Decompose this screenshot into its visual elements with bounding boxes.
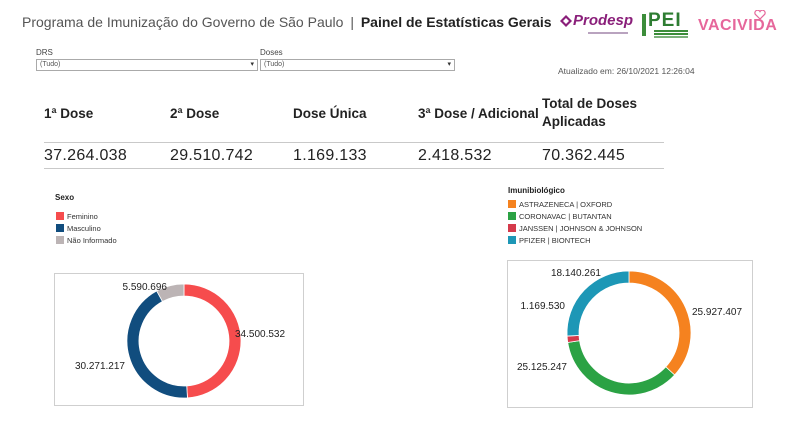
donut-slice-masculino[interactable]	[126, 290, 188, 399]
sex-legend-title: Sexo	[55, 193, 75, 202]
legend-label-astrazeneca: ASTRAZENECA | OXFORD	[519, 199, 613, 209]
legend-label-janssen: JANSSEN | JOHNSON & JOHNSON	[519, 223, 643, 233]
vaccine-legend-title: Imunibiológico	[508, 186, 565, 195]
donut-slice-pfizer[interactable]	[566, 270, 630, 337]
kpi-value-first-dose: 37.264.038	[44, 147, 128, 164]
legend-item-feminino[interactable]: Feminino	[56, 210, 117, 222]
page-title-bold: Painel de Estatísticas Gerais	[360, 14, 552, 30]
legend-item-nao-informado[interactable]: Não Informado	[56, 234, 117, 246]
sex-donut-svg: 34.500.532 30.271.217 5.590.696	[75, 282, 285, 399]
slice-label-masculino: 30.271.217	[75, 361, 125, 372]
page-title-regular: Programa de Imunização do Governo de São…	[22, 14, 344, 30]
prodesp-tagline	[588, 32, 628, 34]
title-separator: |	[350, 14, 354, 30]
donut-slice-feminino[interactable]	[183, 283, 242, 399]
prodesp-mark-icon	[560, 15, 572, 27]
donut-slice-astrazeneca[interactable]	[628, 270, 692, 376]
slice-label-astrazeneca: 25.927.407	[692, 307, 742, 318]
slice-label-coronavac: 25.125.247	[517, 362, 567, 373]
pei-logo: PEI	[642, 10, 690, 38]
legend-label-nao-informado: Não Informado	[67, 235, 117, 245]
legend-label-pfizer: PFIZER | BIONTECH	[519, 235, 591, 245]
vaccine-donut-chart: 25.927.407 25.125.247 1.169.530 18.140.261	[507, 260, 753, 408]
doses-select-value: (Tudo)	[264, 61, 285, 68]
page-title: Programa de Imunização do Governo de São…	[22, 14, 552, 30]
slice-label-feminino: 34.500.532	[235, 329, 285, 340]
legend-swatch-pfizer	[508, 236, 516, 244]
doses-filter: Doses (Tudo) ▾	[260, 48, 455, 71]
kpi-value-row: 37.264.038 29.510.742 1.169.133 2.418.53…	[44, 143, 664, 169]
pei-subtitle	[654, 30, 688, 32]
kpi-header-second-dose: 2ª Dose	[170, 106, 220, 121]
chevron-down-icon: ▾	[250, 61, 254, 68]
chevron-down-icon: ▾	[447, 61, 451, 68]
sex-legend: Feminino Masculino Não Informado	[56, 210, 117, 246]
doses-filter-label: Doses	[260, 48, 283, 57]
slice-label-nao-informado: 5.590.696	[123, 282, 168, 293]
kpi-value-single-dose: 1.169.133	[293, 147, 367, 164]
pei-wordmark: PEI	[648, 10, 682, 31]
kpi-value-third-dose: 2.418.532	[418, 147, 492, 164]
vacivida-logo: VACIVIDA	[698, 10, 778, 36]
legend-swatch-nao-informado	[56, 236, 64, 244]
sex-donut-chart: 34.500.532 30.271.217 5.590.696	[54, 273, 304, 406]
legend-label-masculino: Masculino	[67, 223, 101, 233]
vacivida-wordmark: VACIVIDA	[698, 17, 778, 34]
legend-label-feminino: Feminino	[67, 211, 98, 221]
prodesp-wordmark: Prodesp	[573, 12, 634, 29]
drs-select[interactable]: (Tudo) ▾	[36, 59, 258, 71]
legend-swatch-masculino	[56, 224, 64, 232]
kpi-header-third-dose: 3ª Dose / Adicional	[418, 106, 539, 121]
kpi-value-total: 70.362.445	[542, 147, 626, 164]
heart-icon	[754, 10, 766, 20]
legend-item-janssen[interactable]: JANSSEN | JOHNSON & JOHNSON	[508, 222, 642, 234]
slice-label-pfizer: 18.140.261	[551, 268, 601, 279]
donut-slice-nao-informado[interactable]	[156, 283, 185, 303]
donut-slice-coronavac[interactable]	[567, 340, 676, 396]
doses-select[interactable]: (Tudo) ▾	[260, 59, 455, 71]
pei-bar	[642, 14, 646, 36]
kpi-header-total: Total de Doses Aplicadas	[542, 96, 638, 129]
legend-item-pfizer[interactable]: PFIZER | BIONTECH	[508, 234, 642, 246]
kpi-header-first-dose: 1ª Dose	[44, 106, 94, 121]
prodesp-logo: Prodesp	[560, 12, 634, 38]
vaccine-legend: ASTRAZENECA | OXFORD CORONAVAC | BUTANTA…	[508, 198, 642, 246]
legend-swatch-feminino	[56, 212, 64, 220]
kpi-header-single-dose: Dose Única	[293, 106, 367, 121]
drs-filter: DRS (Tudo) ▾	[36, 48, 258, 71]
last-updated: Atualizado em: 26/10/2021 12:26:04	[558, 66, 695, 76]
drs-filter-label: DRS	[36, 48, 53, 57]
drs-select-value: (Tudo)	[40, 61, 61, 68]
vaccine-donut-svg: 25.927.407 25.125.247 1.169.530 18.140.261	[517, 268, 742, 396]
slice-label-janssen: 1.169.530	[521, 301, 566, 312]
legend-swatch-astrazeneca	[508, 200, 516, 208]
legend-swatch-coronavac	[508, 212, 516, 220]
kpi-header-row: 1ª Dose 2ª Dose Dose Única 3ª Dose / Adi…	[44, 95, 664, 143]
legend-item-coronavac[interactable]: CORONAVAC | BUTANTAN	[508, 210, 642, 222]
kpi-value-second-dose: 29.510.742	[170, 147, 254, 164]
legend-item-astrazeneca[interactable]: ASTRAZENECA | OXFORD	[508, 198, 642, 210]
legend-label-coronavac: CORONAVAC | BUTANTAN	[519, 211, 612, 221]
legend-swatch-janssen	[508, 224, 516, 232]
legend-item-masculino[interactable]: Masculino	[56, 222, 117, 234]
